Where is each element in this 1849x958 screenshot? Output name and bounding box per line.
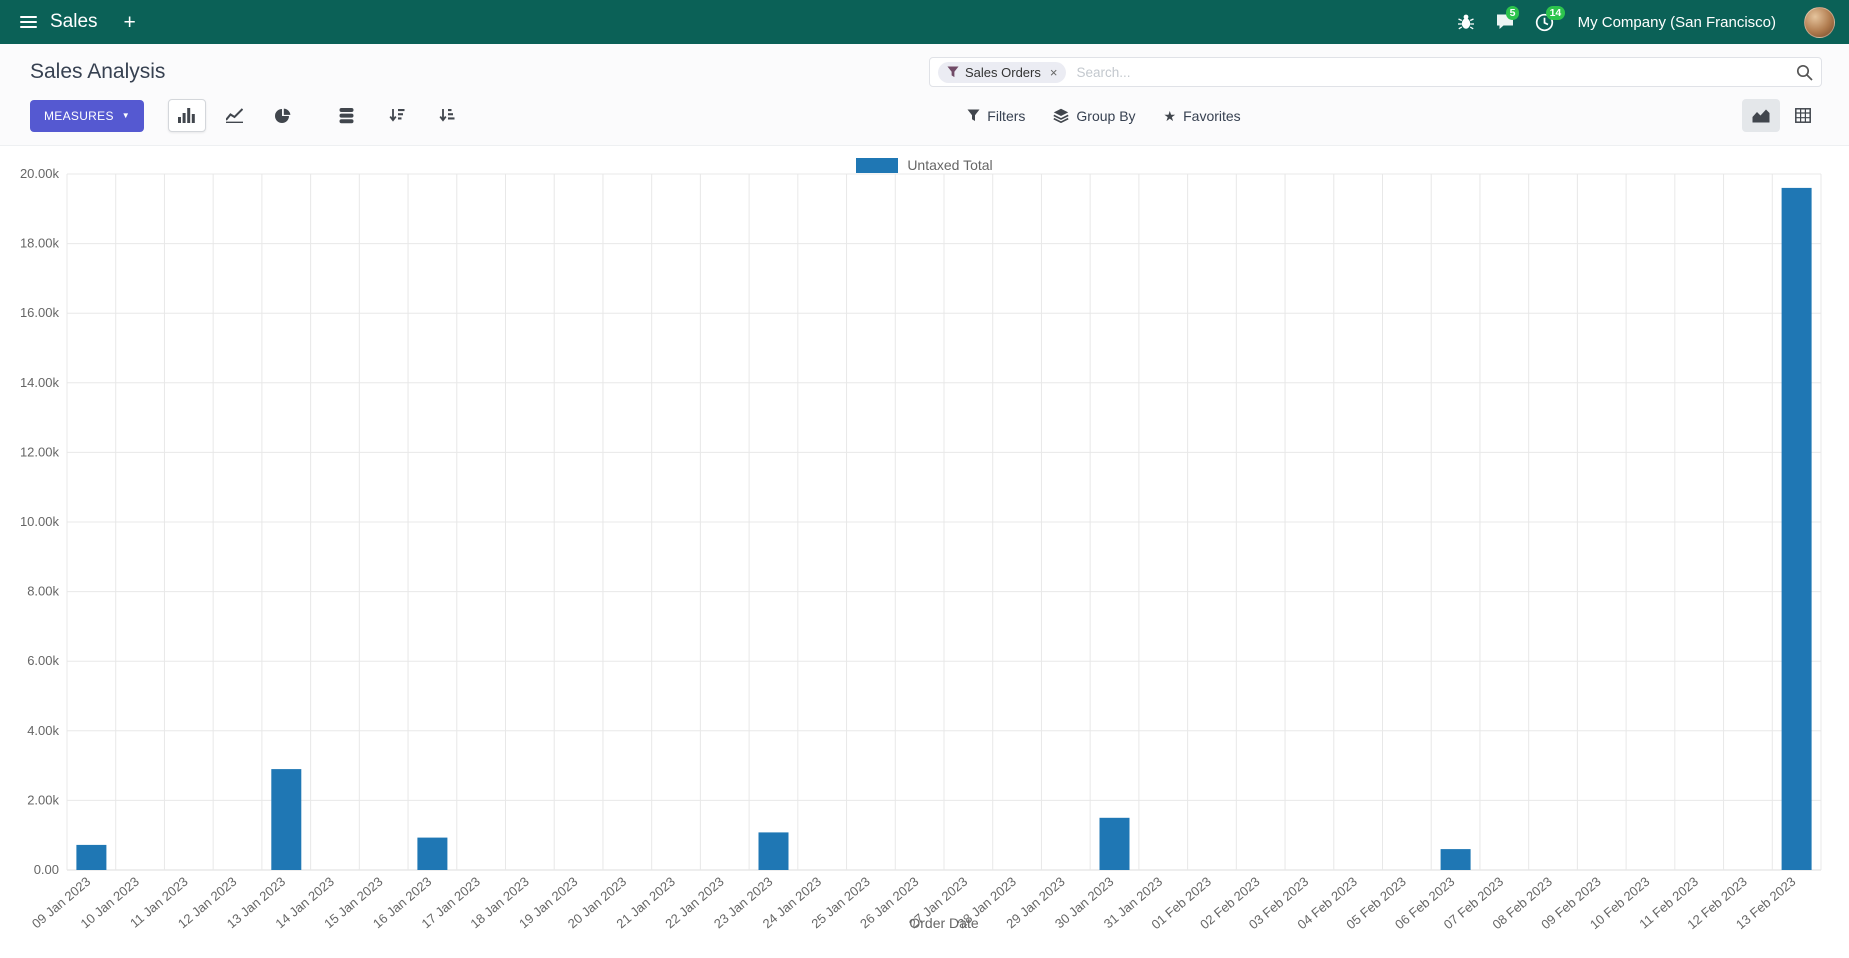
apps-menu-icon[interactable]: [14, 7, 44, 37]
line-chart-button[interactable]: [216, 99, 254, 132]
search-facet-label: Sales Orders: [965, 64, 1041, 80]
bar[interactable]: [1781, 187, 1812, 870]
bar[interactable]: [417, 837, 448, 870]
chart-legend: Untaxed Total: [0, 146, 1849, 173]
y-tick-label: 8.00k: [27, 584, 59, 599]
bug-icon[interactable]: [1457, 13, 1475, 31]
filter-funnel-icon: [947, 66, 959, 78]
filters-label: Filters: [987, 107, 1026, 124]
measures-button[interactable]: MEASURES ▼: [30, 99, 144, 132]
filter-group: Filters Group By ★ Favorites: [967, 107, 1241, 124]
stacked-button[interactable]: [328, 99, 366, 132]
y-tick-label: 18.00k: [20, 236, 60, 251]
search-icon[interactable]: [1796, 64, 1813, 81]
x-axis-title: Order Date: [909, 915, 978, 931]
pivot-table-icon: [1795, 108, 1811, 123]
y-tick-label: 14.00k: [20, 375, 60, 390]
filters-funnel-icon: [967, 109, 980, 121]
favorites-button[interactable]: ★ Favorites: [1164, 108, 1241, 124]
app-name[interactable]: Sales: [50, 11, 98, 32]
legend-label: Untaxed Total: [907, 157, 993, 173]
y-tick-label: 12.00k: [20, 444, 60, 459]
area-chart-icon: [1752, 109, 1770, 123]
systray: 5 14 My Company (San Francisco): [1457, 5, 1835, 38]
sort-descending-icon: [389, 109, 405, 122]
chart-section: Untaxed Total 0.00 2.00k 4.00k 6.00k 8.00k 10…: [0, 146, 1849, 958]
pivot-view-button[interactable]: [1784, 99, 1822, 132]
pie-chart-button[interactable]: [264, 99, 302, 132]
y-tick-label: 4.00k: [27, 723, 59, 738]
y-tick-label: 16.00k: [20, 305, 60, 320]
activities-badge: 14: [1545, 5, 1566, 20]
y-tick-label: 0.00: [34, 862, 59, 877]
messages-badge: 5: [1505, 6, 1520, 20]
group-by-label: Group By: [1076, 107, 1136, 124]
measures-label: MEASURES: [44, 108, 114, 123]
facet-remove-icon[interactable]: ×: [1049, 64, 1058, 80]
y-tick-label: 2.00k: [27, 792, 59, 807]
page-title: Sales Analysis: [30, 60, 166, 83]
activities-clock-icon[interactable]: 14: [1535, 5, 1566, 32]
star-icon: ★: [1163, 107, 1177, 124]
stacked-icon: [339, 107, 354, 123]
chart-extra-group: [328, 99, 466, 132]
chart-type-group: [167, 99, 302, 132]
bar[interactable]: [76, 844, 107, 870]
sort-ascending-icon: [439, 109, 455, 122]
filters-button[interactable]: Filters: [967, 108, 1025, 124]
line-chart-icon: [226, 108, 244, 123]
pie-chart-icon: [274, 108, 291, 123]
y-tick-label: 6.00k: [27, 653, 59, 668]
sort-descending-button[interactable]: [378, 99, 416, 132]
plus-icon[interactable]: +: [123, 10, 136, 34]
search-input[interactable]: [1066, 64, 1796, 80]
favorites-label: Favorites: [1183, 107, 1241, 124]
search-facet[interactable]: Sales Orders ×: [938, 61, 1067, 83]
caret-down-icon: ▼: [121, 110, 130, 120]
company-switcher[interactable]: My Company (San Francisco): [1577, 13, 1776, 31]
sort-ascending-button[interactable]: [428, 99, 466, 132]
messages-icon[interactable]: 5: [1495, 6, 1520, 31]
bar-chart-button[interactable]: [167, 99, 206, 132]
y-tick-label: 10.00k: [20, 514, 60, 529]
sales-analysis-chart: 0.00 2.00k 4.00k 6.00k 8.00k 10.00k 12.00k 14.0…: [20, 168, 1822, 932]
group-by-button[interactable]: Group By: [1053, 107, 1136, 124]
bar-chart-icon: [178, 108, 196, 123]
control-panel: Sales Analysis Sales Orders × MEASURES ▼: [0, 44, 1849, 146]
top-navbar: Sales + 5 14 My Company (San Francisco): [0, 0, 1849, 44]
bar[interactable]: [1440, 849, 1471, 870]
bar[interactable]: [271, 769, 302, 870]
bar[interactable]: [1099, 817, 1130, 870]
search-bar[interactable]: Sales Orders ×: [929, 57, 1822, 87]
graph-view-button[interactable]: [1742, 99, 1780, 132]
view-switcher: [1742, 99, 1822, 132]
layers-icon: [1053, 108, 1069, 123]
y-tick-label: 20.00k: [20, 168, 60, 181]
legend-swatch[interactable]: [856, 157, 899, 173]
bar[interactable]: [758, 832, 789, 870]
avatar[interactable]: [1804, 6, 1835, 38]
